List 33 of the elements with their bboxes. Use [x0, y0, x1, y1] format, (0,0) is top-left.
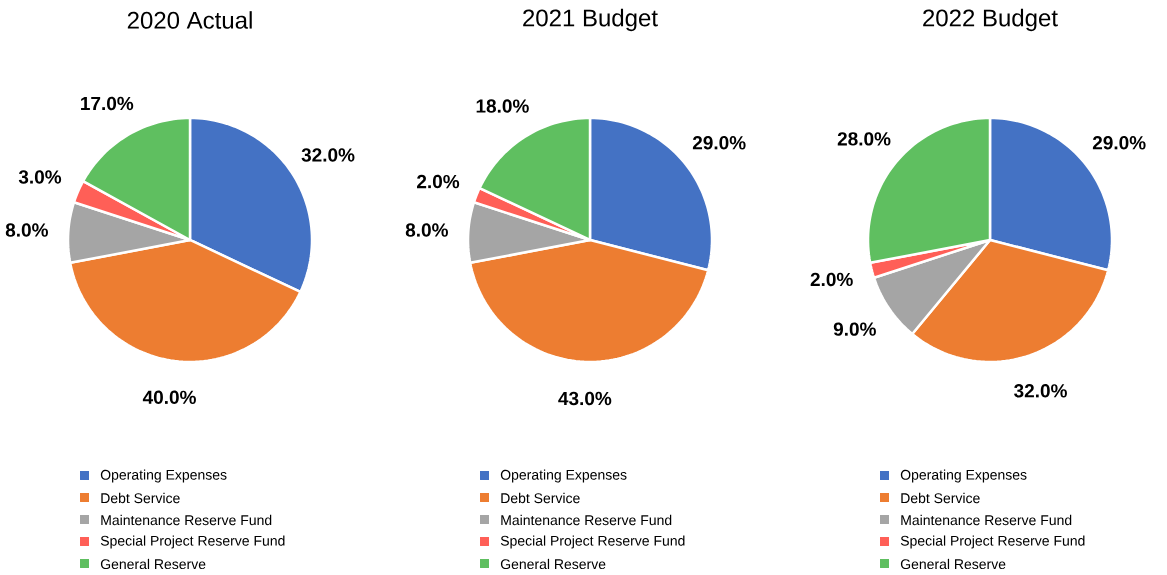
legend-label: General Reserve	[900, 558, 1006, 570]
legend-label: Special Project Reserve Fund	[900, 535, 1085, 549]
data-label: 18.0%	[476, 99, 529, 113]
data-label: 28.0%	[837, 132, 891, 146]
data-label: 17.0%	[81, 96, 134, 111]
data-label: 8.0%	[405, 223, 448, 237]
data-label: 32.0%	[1014, 384, 1067, 398]
legend-label: Operating Expenses	[500, 469, 627, 483]
legend-label: Operating Expenses	[100, 469, 227, 483]
legend-label: Maintenance Reserve Fund	[101, 514, 272, 526]
data-label: 43.0%	[558, 391, 612, 406]
legend-label: Debt Service	[901, 492, 980, 504]
chart-title: 2022 Budget	[923, 8, 1058, 32]
legend-label: Maintenance Reserve Fund	[501, 514, 672, 526]
data-label: 2.0%	[810, 272, 853, 287]
legend-label: General Reserve	[100, 558, 206, 570]
data-label: 29.0%	[1092, 136, 1146, 150]
data-label: 40.0%	[142, 390, 196, 405]
legend-label: Debt Service	[501, 492, 580, 504]
legend-label: Special Project Reserve Fund	[500, 535, 685, 549]
data-label: 32.0%	[301, 148, 355, 162]
data-label: 3.0%	[18, 170, 62, 184]
data-label: 8.0%	[5, 223, 48, 237]
chart-title: 2020 Actual	[127, 11, 252, 29]
legend-label: Debt Service	[101, 492, 180, 504]
legend-label: General Reserve	[500, 558, 606, 570]
chart-title: 2021 Budget	[523, 8, 658, 32]
data-label: 29.0%	[692, 136, 746, 150]
data-label: 2.0%	[417, 174, 460, 189]
data-label: 9.0%	[833, 322, 876, 336]
legend-label: Operating Expenses	[900, 469, 1027, 483]
legend-label: Special Project Reserve Fund	[100, 535, 285, 549]
legend-label: Maintenance Reserve Fund	[901, 514, 1072, 526]
